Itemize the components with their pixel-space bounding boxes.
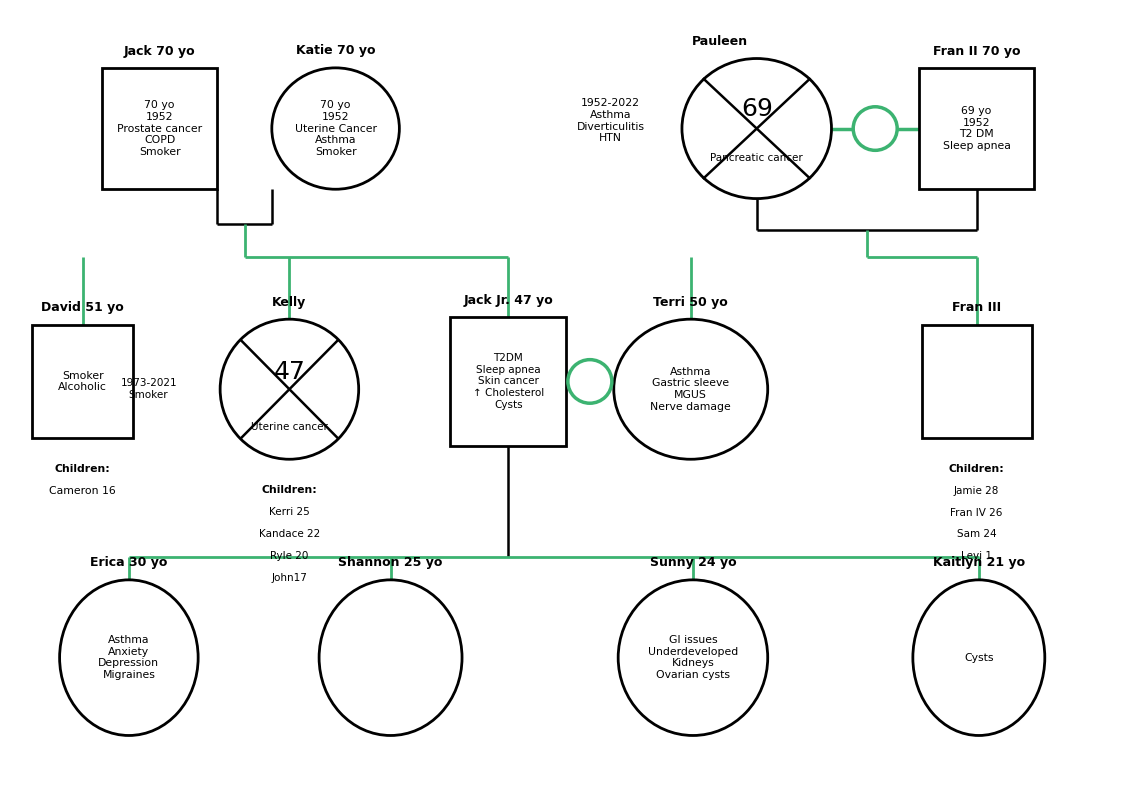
Text: Cameron 16: Cameron 16 bbox=[49, 486, 116, 495]
Text: Kaitlyn 21 yo: Kaitlyn 21 yo bbox=[932, 557, 1024, 569]
Bar bbox=[102, 68, 218, 189]
Bar bbox=[33, 325, 134, 437]
Text: Sunny 24 yo: Sunny 24 yo bbox=[650, 557, 736, 569]
Text: Erica 30 yo: Erica 30 yo bbox=[90, 557, 167, 569]
Text: Levi 1: Levi 1 bbox=[962, 551, 992, 561]
Text: 69 yo
1952
T2 DM
Sleep apnea: 69 yo 1952 T2 DM Sleep apnea bbox=[942, 106, 1011, 151]
Text: Kandace 22: Kandace 22 bbox=[259, 529, 320, 539]
Text: Sam 24: Sam 24 bbox=[957, 530, 996, 539]
Text: Asthma
Anxiety
Depression
Migraines: Asthma Anxiety Depression Migraines bbox=[99, 635, 159, 680]
Text: 1952-2022
Asthma
Diverticulitis
HTN: 1952-2022 Asthma Diverticulitis HTN bbox=[577, 98, 644, 143]
Text: Smoker
Alcoholic: Smoker Alcoholic bbox=[58, 371, 107, 392]
Text: John17: John17 bbox=[272, 572, 307, 583]
Text: Fran III: Fran III bbox=[953, 302, 1001, 314]
Text: Children:: Children: bbox=[949, 464, 1004, 474]
Text: David 51 yo: David 51 yo bbox=[42, 302, 125, 314]
Text: Jack 70 yo: Jack 70 yo bbox=[123, 44, 195, 58]
Text: Katie 70 yo: Katie 70 yo bbox=[296, 44, 376, 57]
Text: 70 yo
1952
Prostate cancer
COPD
Smoker: 70 yo 1952 Prostate cancer COPD Smoker bbox=[117, 100, 202, 156]
Text: 47: 47 bbox=[274, 360, 305, 384]
Text: Uterine cancer: Uterine cancer bbox=[251, 422, 328, 432]
Text: Jack Jr. 47 yo: Jack Jr. 47 yo bbox=[463, 294, 553, 306]
Bar bbox=[921, 325, 1031, 437]
Text: Asthma
Gastric sleeve
MGUS
Nerve damage: Asthma Gastric sleeve MGUS Nerve damage bbox=[651, 367, 732, 411]
Text: Fran II 70 yo: Fran II 70 yo bbox=[932, 44, 1020, 58]
Text: Cysts: Cysts bbox=[964, 653, 994, 663]
Text: Terri 50 yo: Terri 50 yo bbox=[653, 295, 728, 309]
Text: Children:: Children: bbox=[261, 485, 318, 495]
Text: Kerri 25: Kerri 25 bbox=[269, 507, 310, 517]
Text: GI issues
Underdeveloped
Kidneys
Ovarian cysts: GI issues Underdeveloped Kidneys Ovarian… bbox=[647, 635, 738, 680]
Text: Pauleen: Pauleen bbox=[692, 35, 748, 48]
Bar bbox=[919, 68, 1034, 189]
Text: Fran IV 26: Fran IV 26 bbox=[950, 507, 1003, 518]
Text: Ryle 20: Ryle 20 bbox=[270, 551, 309, 561]
Bar bbox=[451, 318, 565, 445]
Text: T2DM
Sleep apnea
Skin cancer
↑ Cholesterol
Cysts: T2DM Sleep apnea Skin cancer ↑ Cholester… bbox=[472, 353, 544, 410]
Text: Jamie 28: Jamie 28 bbox=[954, 486, 1000, 495]
Text: 70 yo
1952
Uterine Cancer
Asthma
Smoker: 70 yo 1952 Uterine Cancer Asthma Smoker bbox=[295, 100, 377, 156]
Text: Kelly: Kelly bbox=[273, 295, 306, 309]
Text: 1973-2021
Smoker: 1973-2021 Smoker bbox=[120, 379, 177, 400]
Text: Shannon 25 yo: Shannon 25 yo bbox=[339, 557, 443, 569]
Text: 69: 69 bbox=[741, 97, 773, 121]
Text: Pancreatic cancer: Pancreatic cancer bbox=[710, 153, 803, 163]
Text: Children:: Children: bbox=[55, 464, 111, 474]
